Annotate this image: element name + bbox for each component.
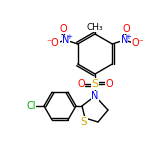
Text: ⁻O: ⁻O	[46, 38, 59, 48]
Text: N: N	[121, 35, 128, 45]
Text: S: S	[92, 79, 99, 89]
Text: O: O	[105, 79, 113, 89]
Text: O: O	[77, 79, 85, 89]
Text: N: N	[62, 35, 69, 45]
Text: Cl: Cl	[26, 101, 36, 111]
Text: +: +	[125, 34, 131, 40]
Text: N: N	[91, 91, 99, 101]
Text: CH₃: CH₃	[87, 22, 103, 32]
Text: O⁻: O⁻	[132, 38, 145, 48]
Text: +: +	[66, 34, 72, 40]
Text: S: S	[81, 117, 87, 127]
Text: O: O	[60, 24, 68, 34]
Text: O: O	[123, 24, 130, 34]
